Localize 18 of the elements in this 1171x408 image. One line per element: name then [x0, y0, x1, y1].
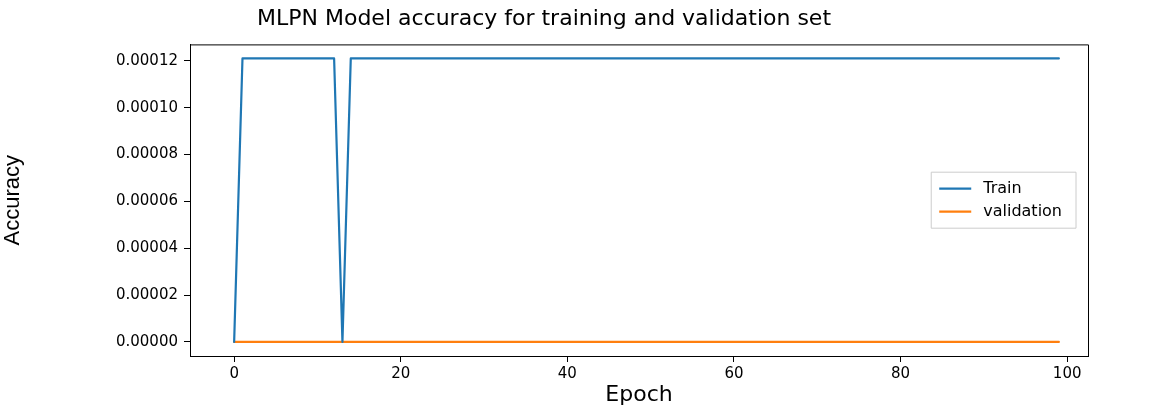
y-tick-label: 0.00010	[115, 97, 178, 116]
y-tick-label: 0.00008	[115, 144, 178, 163]
x-axis-title: Epoch	[605, 380, 673, 406]
y-tick-label: 0.00012	[115, 50, 178, 69]
legend-label: Train	[982, 177, 1022, 197]
y-tick-label: 0.00002	[115, 284, 178, 303]
legend-label: validation	[983, 200, 1063, 220]
x-tick-label: 20	[391, 363, 411, 382]
x-tick-label: 40	[557, 363, 577, 382]
y-tick-label: 0.00004	[115, 238, 178, 257]
y-tick-label: 0.00000	[115, 331, 178, 350]
x-tick-label: 100	[1052, 363, 1082, 382]
x-tick-label: 0	[229, 363, 239, 382]
y-tick-label: 0.00006	[115, 191, 178, 210]
chart-title: MLPN Model accuracy for training and validation set	[256, 4, 832, 30]
x-tick-label: 80	[891, 363, 911, 382]
y-axis-title: Accuracy	[0, 154, 25, 246]
x-tick-label: 60	[724, 363, 744, 382]
